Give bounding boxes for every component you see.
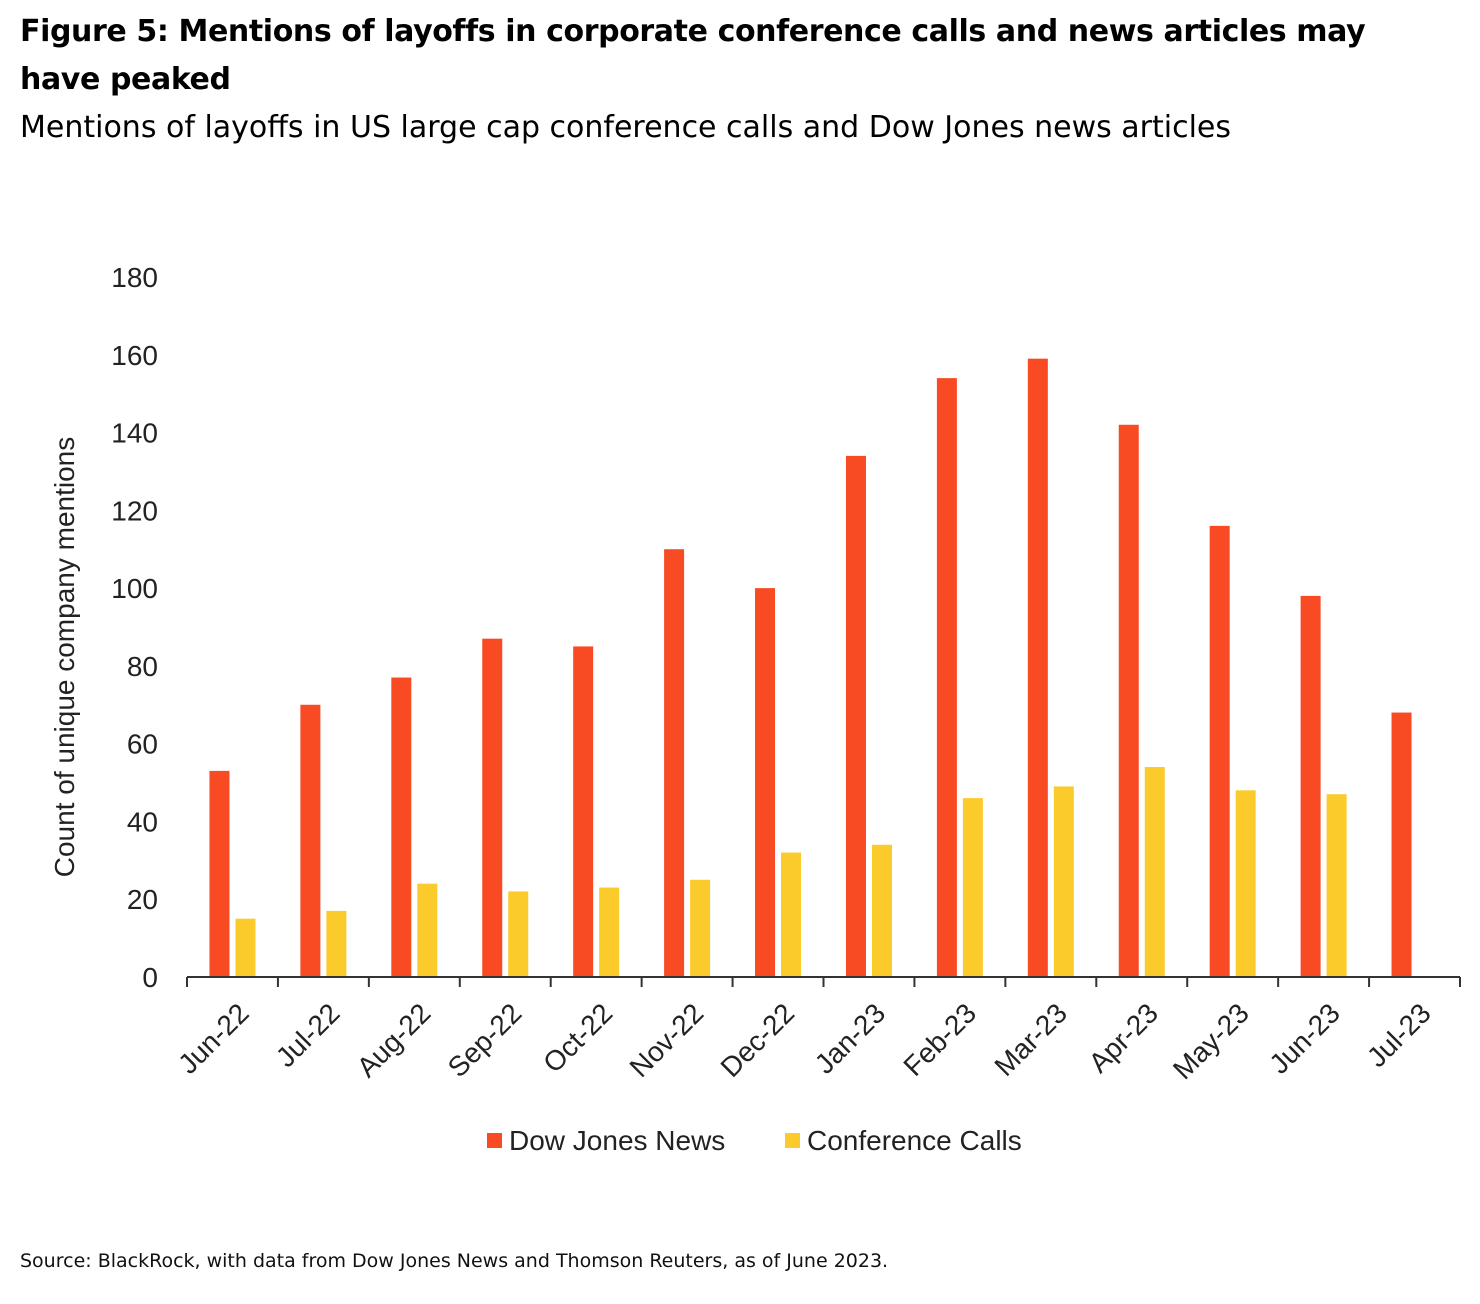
legend-swatch	[785, 1133, 800, 1148]
bar-dow-jones-news	[936, 378, 957, 978]
legend-label: Dow Jones News	[509, 1125, 725, 1156]
bar-conference-calls	[781, 852, 802, 977]
legend: Dow Jones News Conference Calls	[487, 1125, 1022, 1156]
legend-label: Conference Calls	[807, 1125, 1022, 1156]
legend-item-dow-jones-news: Dow Jones News	[487, 1125, 725, 1156]
y-tick-label: 0	[142, 962, 158, 993]
x-tick-label: Jul-22	[270, 997, 346, 1073]
bar-dow-jones-news	[1027, 358, 1048, 977]
y-tick-label: 80	[127, 651, 158, 682]
y-tick-label: 160	[111, 340, 158, 371]
y-axis-ticks: 0 20 40 60 80 100 120 140 160 180	[111, 262, 158, 993]
y-tick-label: 20	[127, 884, 158, 915]
bar-dow-jones-news	[300, 704, 321, 977]
x-tick-label: Oct-22	[537, 997, 618, 1078]
legend-swatch	[487, 1133, 502, 1148]
source-note: Source: BlackRock, with data from Dow Jo…	[20, 1250, 889, 1272]
x-tick-label: Apr-23	[1083, 997, 1164, 1078]
bar-dow-jones-news	[1209, 525, 1230, 977]
x-tick-label: Nov-22	[624, 997, 710, 1083]
bar-conference-calls	[871, 844, 892, 977]
bar-dow-jones-news	[1300, 595, 1321, 977]
legend-item-conference-calls: Conference Calls	[785, 1125, 1022, 1156]
x-tick-label: May-23	[1167, 997, 1255, 1085]
bar-dow-jones-news	[391, 677, 412, 977]
bar-conference-calls	[1326, 794, 1347, 977]
y-tick-label: 180	[111, 262, 158, 293]
chart-container: 0 20 40 60 80 100 120 140 160 180 Count of unique…	[0, 200, 1480, 1200]
x-tick-label: Jul-23	[1361, 997, 1437, 1073]
x-axis-tick-marks	[186, 977, 1461, 987]
bar-conference-calls	[417, 883, 438, 977]
y-tick-label: 60	[127, 729, 158, 760]
bar-conference-calls	[1053, 786, 1074, 977]
x-tick-label: Jan-23	[809, 997, 891, 1079]
bar-conference-calls	[508, 891, 529, 977]
bar-chart: 0 20 40 60 80 100 120 140 160 180 Count of unique…	[49, 262, 1461, 1156]
bar-dow-jones-news	[209, 770, 230, 977]
bar-dow-jones-news	[1118, 424, 1139, 977]
bar-dow-jones-news	[845, 455, 866, 977]
bar-conference-calls	[235, 918, 256, 977]
bar-dow-jones-news	[573, 646, 594, 977]
bar-dow-jones-news	[664, 549, 685, 977]
x-tick-label: Aug-22	[351, 997, 437, 1083]
bar-dow-jones-news	[482, 638, 503, 977]
x-tick-label: Mar-23	[988, 997, 1073, 1082]
figure-subtitle: Mentions of layoffs in US large cap conf…	[20, 110, 1232, 145]
bar-conference-calls	[599, 887, 620, 977]
figure-title: Figure 5: Mentions of layoffs in corpora…	[20, 14, 1366, 97]
x-tick-label: Jun-23	[1263, 997, 1345, 1079]
y-axis-label: Count of unique company mentions	[49, 437, 80, 878]
bar-dow-jones-news	[755, 588, 776, 977]
bar-conference-calls	[1144, 767, 1165, 977]
x-tick-label: Sep-22	[442, 997, 528, 1083]
y-tick-label: 40	[127, 806, 158, 837]
bars	[209, 358, 1412, 978]
y-tick-label: 120	[111, 495, 158, 526]
y-tick-label: 100	[111, 573, 158, 604]
x-tick-label: Feb-23	[897, 997, 982, 1082]
x-tick-label: Jun-22	[172, 997, 254, 1079]
bar-conference-calls	[1235, 790, 1256, 977]
x-axis-ticks: Jun-22 Jul-22 Aug-22 Sep-22 Oct-22 Nov-22 Dec-…	[172, 997, 1437, 1085]
bar-conference-calls	[690, 879, 711, 977]
bar-dow-jones-news	[1391, 712, 1412, 977]
bar-conference-calls	[962, 798, 983, 977]
x-tick-label: Dec-22	[715, 997, 801, 1083]
y-tick-label: 140	[111, 418, 158, 449]
bar-conference-calls	[326, 910, 347, 977]
